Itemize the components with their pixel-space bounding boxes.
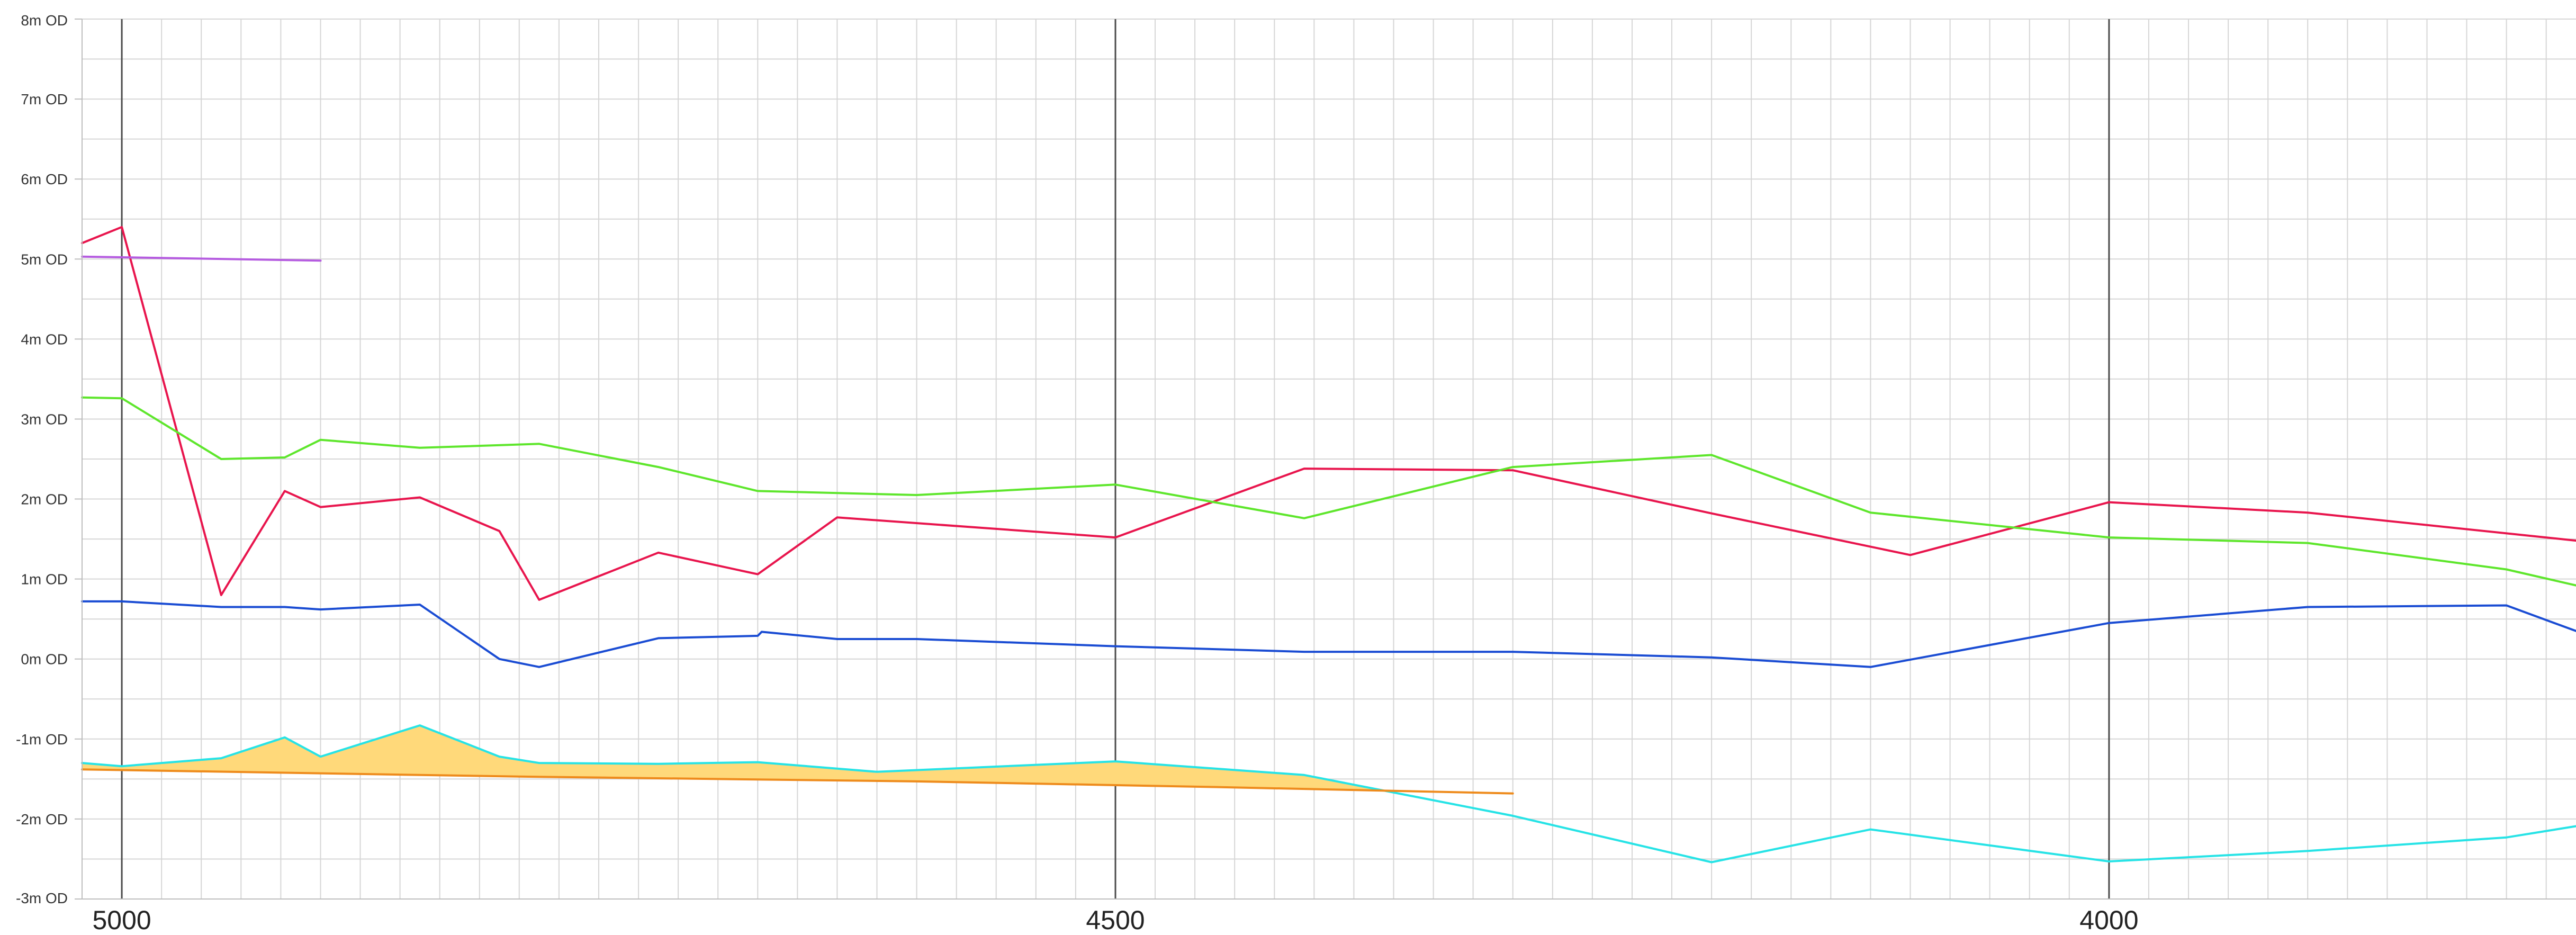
y-tick-label: 8m OD [21,12,68,29]
series-line-2 [81,255,322,262]
y-tick-label: -3m OD [16,890,68,906]
x-tick-label: 4500 [1086,905,1145,935]
y-tick-label: 0m OD [21,651,68,668]
y-tick-label: 1m OD [21,571,68,588]
grid [82,19,2576,900]
y-tick-label: 7m OD [21,91,68,107]
series-line-4 [81,600,2576,668]
series-lines [81,226,2576,864]
x-tick-label: 4000 [2079,905,2138,935]
shaded-region [82,725,1382,791]
axes: 8m OD 7m OD 6m OD 5m OD 4m OD 3m OD 2m OD 1m OD… [16,12,2576,935]
y-tick-label: 4m OD [21,331,68,347]
series-line-5 [81,724,2576,864]
series-line-1 [81,226,2576,601]
y-tick-label: 3m OD [21,411,68,428]
series-line-3 [81,396,2576,587]
series-line-6 [81,768,1514,795]
y-tick-label: -2m OD [16,811,68,828]
y-tick-label: 2m OD [21,491,68,508]
y-tick-label: 6m OD [21,171,68,187]
shaded-area [82,725,1382,791]
y-tick-label: -1m OD [16,731,68,748]
x-tick-label: 5000 [92,905,151,935]
y-tick-label: 5m OD [21,251,68,267]
